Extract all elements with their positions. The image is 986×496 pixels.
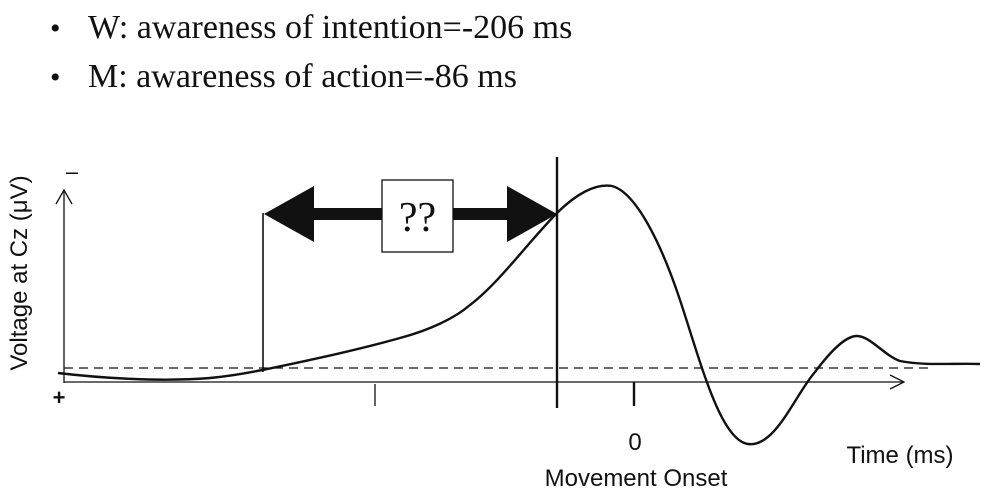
gap-box-label: ?? bbox=[399, 195, 436, 241]
gap-box bbox=[381, 179, 454, 253]
y-axis-top-sign: – bbox=[66, 159, 79, 184]
movement-onset-label: Movement Onset bbox=[545, 465, 728, 492]
bullet-item-m: • M: awareness of action=-86 ms bbox=[50, 53, 572, 102]
y-axis-bottom-sign: + bbox=[53, 385, 66, 410]
bullet-item-w: • W: awareness of intention=-206 ms bbox=[50, 4, 572, 53]
y-axis-label: Voltage at Cz (μV) bbox=[6, 175, 33, 370]
bullet-marker: • bbox=[50, 61, 61, 94]
readiness-potential-curve bbox=[57, 184, 981, 446]
zero-tick-label: 0 bbox=[628, 429, 641, 456]
gap-arrow-right-head bbox=[507, 186, 557, 242]
y-axis-arrowhead bbox=[55, 188, 73, 205]
bullet-marker: • bbox=[50, 12, 61, 45]
x-axis-label: Time (ms) bbox=[846, 442, 953, 469]
bullet-text-w: W: awareness of intention=-206 ms bbox=[88, 9, 573, 46]
gap-arrow-left-head bbox=[264, 186, 314, 242]
x-axis-arrowhead bbox=[889, 374, 906, 390]
bullet-list: • W: awareness of intention=-206 ms • M: a… bbox=[50, 4, 572, 102]
bullet-text-m: M: awareness of action=-86 ms bbox=[88, 58, 517, 95]
